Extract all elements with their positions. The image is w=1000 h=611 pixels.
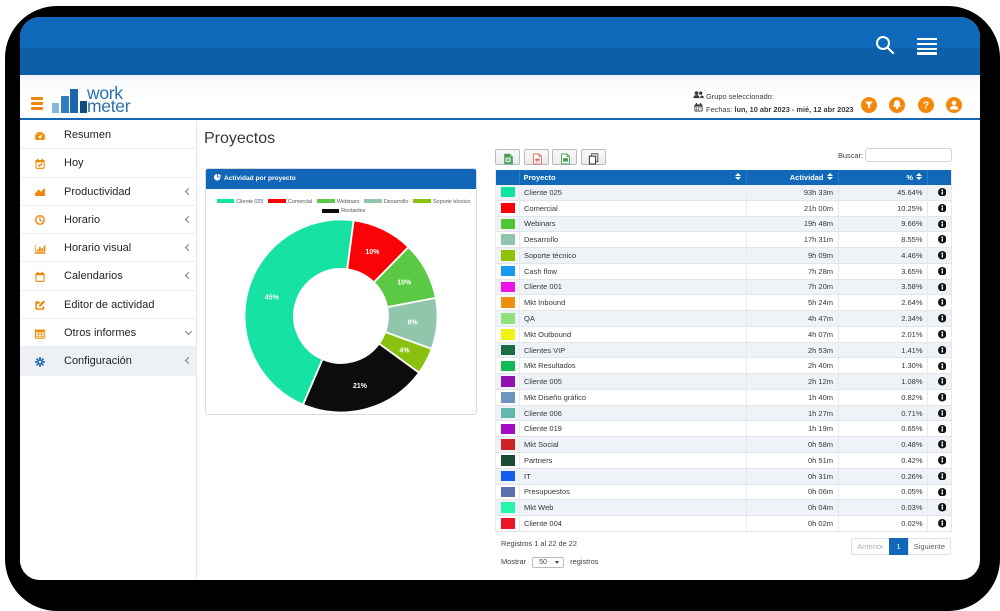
- svg-text:21%: 21%: [353, 383, 368, 390]
- svg-text:10%: 10%: [365, 249, 380, 256]
- svg-text:9%: 9%: [407, 319, 418, 326]
- svg-text:,,: ,,: [536, 158, 539, 164]
- svg-text:45%: 45%: [265, 295, 280, 302]
- svg-text:?: ?: [923, 101, 929, 112]
- svg-text:4%: 4%: [399, 347, 410, 354]
- svg-text:10%: 10%: [397, 280, 412, 287]
